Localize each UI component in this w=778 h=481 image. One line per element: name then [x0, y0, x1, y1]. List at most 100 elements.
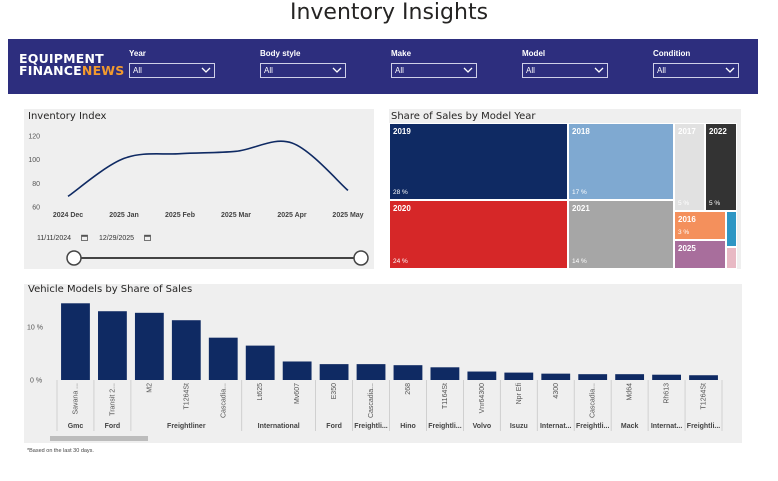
treemap-cell-2022[interactable]: 2022 5 %: [705, 123, 737, 211]
line-point[interactable]: [347, 189, 349, 191]
bar[interactable]: [504, 372, 534, 380]
y-tick-label: 0 %: [30, 378, 42, 385]
x-group-label: Ford: [326, 423, 342, 430]
condition-slicer-label: Condition: [653, 49, 691, 58]
condition-dropdown-value: All: [657, 66, 666, 75]
bar[interactable]: [319, 364, 349, 380]
x-category-label: E350: [331, 383, 338, 399]
bar[interactable]: [467, 371, 497, 380]
treemap-label: 2018: [572, 127, 590, 136]
line-point[interactable]: [123, 157, 125, 159]
line-point[interactable]: [291, 142, 293, 144]
bar[interactable]: [134, 312, 164, 380]
bar[interactable]: [356, 364, 386, 380]
bar[interactable]: [171, 320, 201, 380]
x-category-label: Cascadia...: [220, 383, 227, 418]
treemap-cell-2021[interactable]: 2021 14 %: [568, 200, 674, 269]
treemap-cell-2017[interactable]: 2017 5 %: [674, 123, 705, 211]
bar[interactable]: [208, 337, 238, 380]
model-slicer: Model All: [522, 49, 608, 78]
line-point[interactable]: [235, 150, 237, 152]
body-style-dropdown[interactable]: All: [260, 63, 346, 78]
make-dropdown[interactable]: All: [391, 63, 477, 78]
x-group-label: Gmc: [68, 423, 84, 430]
treemap-cell-2016[interactable]: 2016 3 %: [674, 211, 726, 240]
bar[interactable]: [61, 303, 90, 380]
x-category-label: Transit 2...: [109, 383, 116, 416]
bar[interactable]: [652, 374, 681, 380]
logo-line1: EQUIPMENT: [19, 51, 104, 66]
treemap-pct: 3 %: [678, 229, 690, 236]
start-date-input[interactable]: 11/11/2024: [37, 235, 71, 242]
calendar-icon[interactable]: [144, 234, 151, 241]
vehicle-models-title: Vehicle Models by Share of Sales: [28, 284, 193, 295]
slider-end-handle[interactable]: [353, 250, 369, 266]
x-group-label: Mack: [621, 423, 639, 430]
brand-logo: EQUIPMENT FINANCENEWS: [19, 51, 125, 77]
line-point[interactable]: [179, 152, 181, 154]
body-style-slicer-label: Body style: [260, 49, 301, 58]
x-group-label: Volvo: [473, 423, 492, 430]
bar[interactable]: [430, 367, 460, 380]
inventory-index-title: Inventory Index: [28, 111, 107, 122]
treemap-label: 2017: [678, 127, 696, 136]
page-title: Inventory Insights: [289, 0, 489, 25]
bar[interactable]: [689, 375, 718, 380]
x-category-label: T1264St: [701, 383, 708, 410]
treemap-cell-2018[interactable]: 2018 17 %: [568, 123, 674, 200]
date-range-slider[interactable]: [24, 247, 374, 269]
y-tick-label: 60: [32, 205, 40, 212]
x-category-label: Mv607: [294, 383, 301, 404]
footnote: *Based on the last 30 days.: [27, 448, 94, 454]
x-tick-label: 2025 May: [332, 212, 363, 219]
treemap-cell-2025[interactable]: 2025: [674, 240, 726, 269]
x-category-label: M2: [146, 383, 153, 393]
model-dropdown-value: All: [526, 66, 535, 75]
x-group-label: Freightli...: [428, 423, 462, 430]
bar[interactable]: [393, 365, 423, 380]
x-group-label: Internat...: [540, 423, 572, 430]
horizontal-scrollbar[interactable]: [50, 436, 148, 441]
treemap-cell-other-pink[interactable]: [726, 247, 737, 269]
x-group-label: Ford: [105, 423, 121, 430]
treemap-pct: 17 %: [572, 189, 587, 196]
end-date-input[interactable]: 12/29/2025: [99, 235, 135, 242]
x-group-label: Hino: [400, 423, 416, 430]
bar[interactable]: [98, 311, 127, 380]
treemap-pct: 14 %: [572, 258, 587, 265]
share-by-year-title: Share of Sales by Model Year: [391, 111, 536, 122]
model-dropdown[interactable]: All: [522, 63, 608, 78]
vehicle-models-panel: Vehicle Models by Share of Sales 0 % 10 %…: [24, 284, 742, 443]
share-by-year-panel: Share of Sales by Model Year 2019 28 % 2…: [389, 109, 741, 269]
treemap-cell-2020[interactable]: 2020 24 %: [389, 200, 568, 269]
treemap-label: 2016: [678, 215, 696, 224]
treemap-pct: 5 %: [678, 200, 690, 207]
x-group-label: Internat...: [651, 423, 683, 430]
treemap-cell-other-blue[interactable]: [726, 211, 737, 247]
y-tick-label: 100: [28, 157, 40, 164]
slider-start-handle[interactable]: [66, 250, 82, 266]
bar[interactable]: [578, 374, 608, 380]
bar[interactable]: [245, 345, 275, 380]
year-slicer: Year All: [129, 49, 215, 78]
inventory-index-line[interactable]: [67, 140, 349, 198]
treemap-cell-2019[interactable]: 2019 28 %: [389, 123, 568, 200]
x-category-label: Rh613: [664, 383, 671, 404]
year-slicer-label: Year: [129, 49, 146, 58]
x-category-label: Md64: [627, 383, 634, 401]
x-tick-label: 2025 Apr: [277, 212, 307, 219]
year-dropdown-value: All: [133, 66, 142, 75]
chevron-down-icon: [201, 67, 211, 73]
bar[interactable]: [615, 374, 645, 380]
x-group-label: Freightli...: [687, 423, 721, 430]
treemap-label: 2020: [393, 204, 411, 213]
line-point[interactable]: [67, 195, 69, 197]
condition-dropdown[interactable]: All: [653, 63, 739, 78]
vehicle-models-chart: 0 % 10 % Savana ... Transit 2... M2 T1264St Ca…: [27, 303, 723, 431]
year-dropdown[interactable]: All: [129, 63, 215, 78]
x-category-label: T1164St: [442, 383, 449, 409]
calendar-icon[interactable]: [81, 234, 88, 241]
bar[interactable]: [541, 373, 571, 380]
treemap-pct: 24 %: [393, 258, 408, 265]
bar[interactable]: [282, 361, 312, 380]
